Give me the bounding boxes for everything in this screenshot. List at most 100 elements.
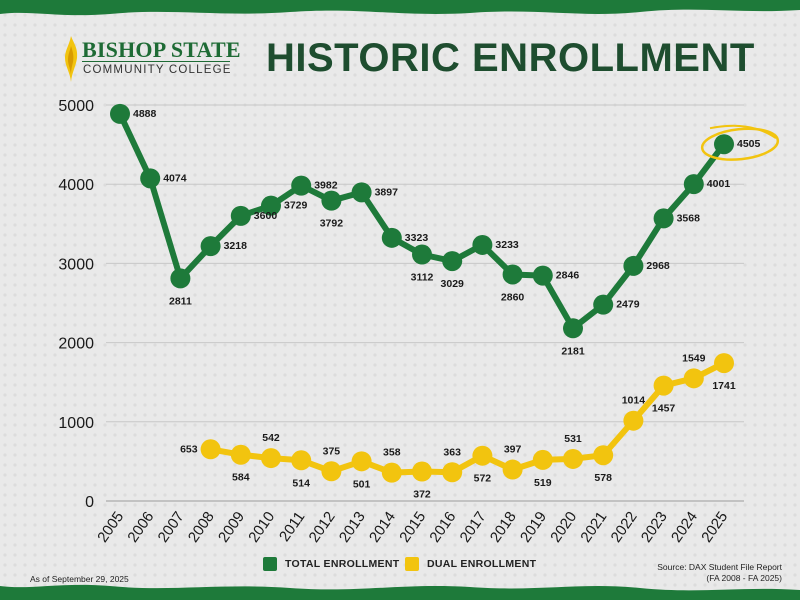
x-tick-label: 2009	[215, 509, 248, 546]
data-label: 531	[564, 433, 582, 445]
series-points	[110, 103, 734, 483]
data-point	[140, 168, 161, 189]
series-line-1	[207, 360, 727, 476]
data-point	[653, 208, 674, 229]
data-label: 584	[232, 472, 250, 484]
data-point	[200, 236, 221, 257]
data-label: 363	[443, 446, 461, 458]
data-point	[412, 244, 432, 265]
x-tick-label: 2015	[396, 509, 429, 546]
data-point	[623, 410, 644, 431]
source-note: Source: DAX Student File Report (FA 2008…	[657, 562, 782, 584]
data-label: 501	[353, 478, 371, 490]
highlight-circle	[700, 127, 780, 161]
data-point	[261, 195, 281, 216]
data-label: 3218	[224, 240, 248, 252]
data-label: 3029	[441, 278, 465, 290]
x-tick-label: 2017	[457, 509, 490, 546]
data-point	[472, 234, 493, 255]
flame-icon	[65, 36, 78, 82]
data-point	[291, 450, 312, 471]
data-point	[230, 444, 251, 465]
y-tick-label: 0	[85, 494, 94, 511]
y-tick-label: 2000	[58, 336, 94, 353]
data-label: 542	[262, 432, 280, 444]
top-border-brush	[0, 0, 800, 16]
data-label: 3323	[405, 232, 429, 244]
data-point	[230, 205, 251, 226]
x-tick-label: 2023	[638, 509, 671, 546]
legend-swatch-total	[263, 557, 277, 571]
data-point	[593, 445, 614, 466]
x-tick-label: 2008	[185, 509, 218, 546]
data-point	[321, 190, 342, 211]
x-tick-label: 2013	[336, 509, 369, 546]
data-label: 3982	[314, 180, 338, 192]
data-label: 3792	[320, 218, 344, 230]
data-point	[472, 445, 493, 466]
data-label: 2846	[556, 270, 580, 282]
x-tick-label: 2016	[426, 509, 459, 546]
data-point	[532, 265, 553, 286]
source-line1: Source: DAX Student File Report	[657, 562, 782, 572]
x-tick-label: 2018	[487, 509, 520, 546]
data-label: 1014	[622, 395, 646, 407]
legend-label-dual: DUAL ENROLLMENT	[427, 558, 537, 570]
data-labels: 4888 4074 2811 3218 3600 3729 3982 3792 3897 3323…	[133, 108, 761, 501]
data-label: 1741	[712, 380, 736, 392]
data-label: 4505	[737, 138, 761, 150]
data-point	[381, 227, 402, 248]
data-label: 3897	[375, 186, 399, 198]
data-label: 572	[474, 473, 492, 485]
data-label: 653	[180, 443, 198, 455]
y-tick-label: 3000	[58, 256, 94, 273]
data-point	[442, 251, 463, 272]
data-label: 358	[383, 447, 401, 459]
x-tick-label: 2005	[94, 509, 127, 546]
x-tick-label: 2024	[668, 509, 701, 546]
page-title: HISTORIC ENROLLMENT	[266, 36, 755, 80]
series-line-0	[117, 110, 727, 332]
highlight-stroke	[709, 124, 777, 140]
data-point	[381, 462, 402, 483]
data-point	[593, 294, 614, 315]
data-point	[110, 103, 130, 124]
data-label: 3568	[677, 212, 701, 224]
data-label: 1549	[682, 352, 706, 364]
data-label: 3600	[254, 210, 278, 222]
legend-item-dual: DUAL ENROLLMENT	[405, 557, 536, 571]
data-point	[291, 175, 312, 196]
x-tick-label: 2021	[577, 509, 610, 546]
x-axis: 2005200620072008200920102011201220132014…	[94, 509, 731, 546]
logo-line1: BISHOP STATE	[82, 37, 241, 62]
legend-label-total: TOTAL ENROLLMENT	[285, 558, 400, 570]
data-label: 2181	[561, 345, 585, 357]
college-logo: BISHOP STATE COMMUNITY COLLEGE	[62, 34, 242, 84]
x-tick-label: 2020	[547, 509, 580, 546]
data-label: 2860	[501, 291, 525, 303]
y-tick-label: 5000	[58, 98, 94, 115]
data-point	[321, 461, 342, 482]
data-label: 2968	[646, 260, 670, 272]
data-point	[563, 448, 583, 469]
data-point	[714, 353, 734, 374]
logo-line2: COMMUNITY COLLEGE	[83, 64, 232, 76]
logo-divider	[82, 61, 230, 62]
data-point	[170, 268, 191, 289]
data-point	[653, 375, 674, 396]
data-point	[623, 255, 644, 276]
data-label: 3729	[284, 200, 308, 212]
data-point	[683, 174, 704, 195]
bottom-border-brush	[0, 584, 800, 600]
data-label: 4888	[133, 108, 157, 120]
as-of-date: As of September 29, 2025	[30, 574, 129, 584]
data-label: 372	[413, 489, 431, 501]
data-label: 3112	[411, 272, 434, 284]
legend-item-total: TOTAL ENROLLMENT	[263, 557, 399, 571]
data-point	[502, 459, 523, 480]
data-point	[502, 264, 523, 285]
x-tick-label: 2011	[276, 509, 308, 545]
data-point	[351, 451, 372, 472]
